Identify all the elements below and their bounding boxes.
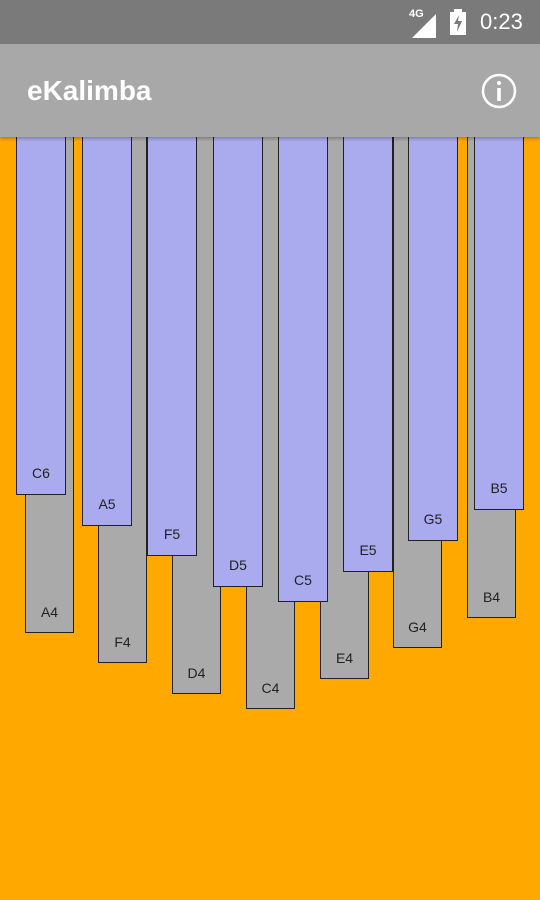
clock: 0:23 [480,9,523,34]
app-bar: eKalimba [0,44,540,137]
key-note-label: C5 [294,572,312,588]
key-note-label: F5 [163,526,181,542]
key-upper[interactable]: D5 [213,120,263,587]
key-note-label: F4 [114,634,131,650]
key-note-label: B4 [482,589,501,605]
key-note-label: D5 [229,557,247,573]
key-upper[interactable]: A5 [82,120,132,526]
key-upper[interactable]: C5 [278,120,328,602]
key-upper[interactable]: C6 [16,120,66,495]
key-note-label: C4 [261,680,280,696]
key-note-label: C6 [32,465,50,481]
signal-icon [412,14,436,38]
battery-charging-icon [450,9,466,35]
key-note-label: G5 [423,511,443,527]
key-note-label: B5 [490,480,508,496]
status-bar: 4G 0:23 [0,0,540,44]
key-note-label: A5 [98,496,116,512]
key-note-label: A4 [40,604,59,620]
key-upper[interactable]: B5 [474,120,524,510]
key-note-label: E5 [359,542,377,558]
key-note-label: E4 [335,650,354,666]
key-upper[interactable]: G5 [408,120,458,541]
app-title: eKalimba [27,75,152,106]
key-note-label: G4 [408,619,427,635]
key-note-label: D4 [187,665,206,681]
key-upper[interactable]: E5 [343,120,393,572]
key-upper[interactable]: F5 [147,120,197,556]
info-icon[interactable] [480,72,518,110]
